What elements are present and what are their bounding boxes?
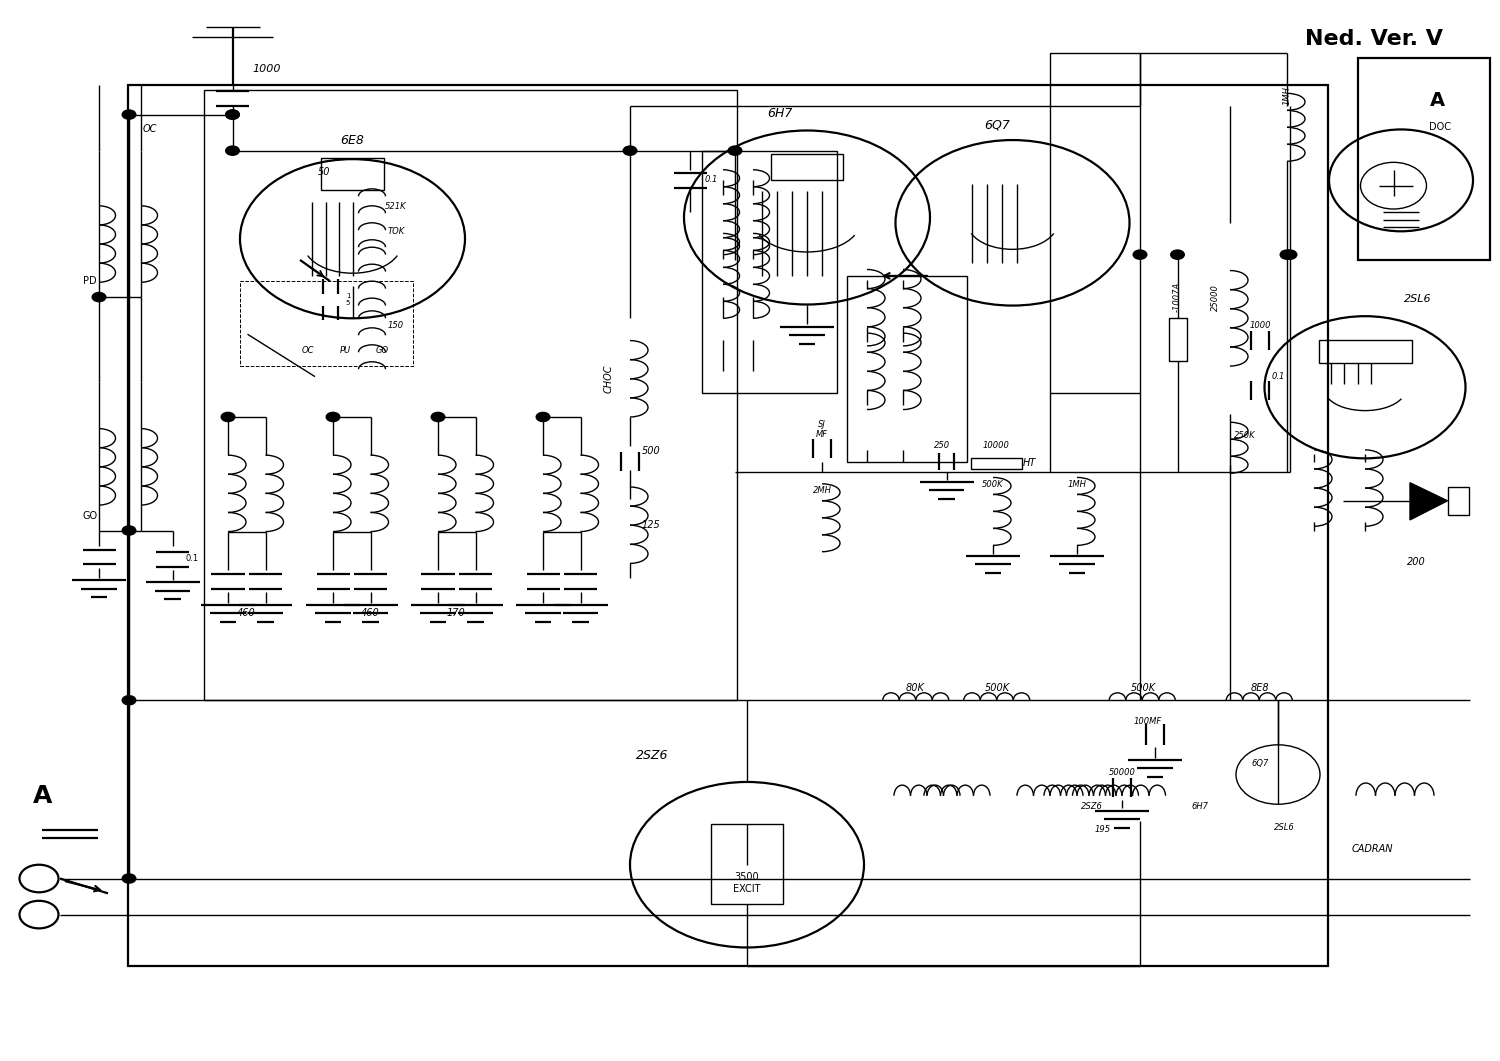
Circle shape [326,412,340,422]
Text: 1MH: 1MH [1282,86,1292,105]
Text: 2SZ6: 2SZ6 [636,749,669,762]
Text: 6Q7: 6Q7 [984,119,1011,132]
Text: 1000: 1000 [252,64,282,74]
Text: Ned. Ver. V: Ned. Ver. V [1305,30,1443,49]
Text: 460: 460 [237,608,255,619]
Text: 6Q7: 6Q7 [1251,760,1269,768]
Circle shape [122,695,136,706]
Text: 1
5: 1 5 [345,293,350,306]
Bar [970,458,1022,469]
Circle shape [1170,249,1185,260]
Circle shape [220,412,236,422]
Bar [1358,58,1490,260]
Bar [321,158,384,190]
Text: 6H7: 6H7 [768,107,792,120]
Text: CADRAN: CADRAN [1352,843,1394,854]
Text: A: A [1430,91,1444,110]
Text: 1000: 1000 [1250,321,1270,330]
Text: 50: 50 [318,167,330,177]
Circle shape [225,109,240,120]
Text: 500K: 500K [1131,682,1155,693]
Text: 80K: 80K [906,682,924,693]
Text: OC: OC [142,124,158,135]
Bar [1448,487,1468,515]
Text: 125: 125 [642,520,660,530]
Circle shape [1132,249,1148,260]
Text: 25000: 25000 [1210,283,1219,311]
Text: GO: GO [82,510,98,521]
Bar [128,85,1328,966]
Circle shape [122,873,136,884]
Text: 2SL6: 2SL6 [1404,294,1431,305]
Text: CHOC: CHOC [604,365,613,393]
Text: 500K: 500K [986,682,1010,693]
Text: 150: 150 [388,321,404,330]
Text: PD: PD [82,276,98,286]
Bar [1168,318,1186,361]
Text: GO: GO [376,346,388,354]
Text: SJ
MF: SJ MF [816,420,828,439]
Text: 1MH: 1MH [1068,481,1086,489]
Polygon shape [1410,483,1448,520]
Text: 460: 460 [362,608,380,619]
Circle shape [225,109,240,120]
Text: 2MH: 2MH [813,486,831,494]
Text: 500: 500 [642,446,660,456]
Bar [711,824,783,904]
Circle shape [430,412,445,422]
Bar [771,154,843,180]
Circle shape [122,109,136,120]
Text: 170: 170 [447,608,465,619]
Circle shape [1282,249,1298,260]
Text: -1007A: -1007A [1173,282,1182,312]
Text: OC: OC [302,346,313,354]
Circle shape [225,145,240,156]
Text: 100MF: 100MF [1134,717,1161,726]
Bar [1318,340,1412,363]
Bar [204,90,736,700]
Circle shape [536,412,550,422]
Text: 2SL6: 2SL6 [1274,823,1294,832]
Text: 0.1: 0.1 [705,175,717,184]
Text: 0.1: 0.1 [186,554,198,562]
Text: 0.1: 0.1 [1272,372,1284,381]
Circle shape [1280,249,1294,260]
Text: 8E8: 8E8 [1251,682,1269,693]
Text: 50000: 50000 [1108,768,1136,777]
Text: 3500
EXCIT: 3500 EXCIT [734,872,760,893]
Text: 250: 250 [934,441,950,450]
Text: 195: 195 [1095,825,1110,834]
Text: 6H7: 6H7 [1191,802,1209,811]
Text: 6E8: 6E8 [340,134,364,146]
Text: 500K: 500K [982,481,1004,489]
Text: PU: PU [339,346,351,354]
Text: 2SZ6: 2SZ6 [1082,802,1102,811]
Bar [702,151,837,393]
Bar [847,276,968,462]
Text: DOC: DOC [1430,122,1450,133]
Text: A: A [33,784,53,807]
Text: 10000: 10000 [982,441,1010,450]
Circle shape [622,145,638,156]
Text: 521K: 521K [386,203,406,211]
Circle shape [122,525,136,536]
Circle shape [92,292,106,302]
Circle shape [728,145,742,156]
Text: TOK: TOK [387,227,405,236]
Text: HT: HT [1023,457,1035,468]
Text: 200: 200 [1407,557,1425,568]
Bar [1050,53,1140,393]
Text: 250K: 250K [1234,431,1256,439]
